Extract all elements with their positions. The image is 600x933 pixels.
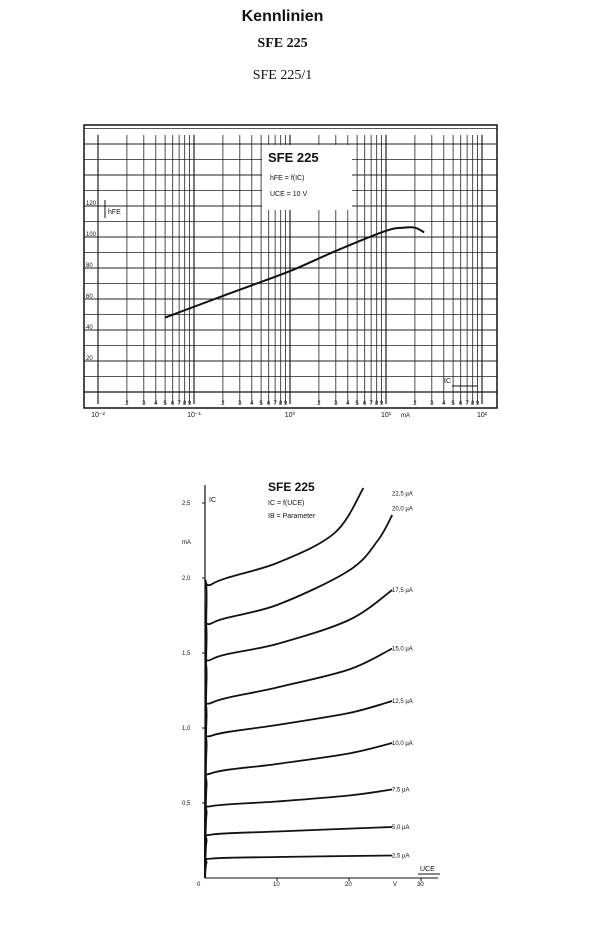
chart2-series-label: 15,0 µA (392, 647, 413, 653)
chart1-x-tick-label: 10⁻¹ (187, 412, 201, 419)
chart1-x-tick-label: 4 (442, 401, 446, 407)
chart1-y-tick-label: 80 (86, 263, 93, 269)
chart1-x-unit: mA (401, 413, 410, 419)
chart1-x-tick-label: 3 (430, 401, 434, 407)
chart1-x-tick-label: 4 (154, 401, 158, 407)
chart1-x-tick-label: 10⁻² (91, 412, 105, 419)
chart2-curve (204, 854, 393, 879)
chart1-x-tick-label: 8 (279, 401, 283, 407)
page-title: Kennlinien (241, 8, 324, 25)
chart2-x-tick-label: 20 (345, 882, 352, 888)
page-subtitle: SFE 225 (257, 36, 308, 51)
chart2-y-tick-label: 2,0 (182, 576, 191, 582)
chart1-x-tick-label: 3 (238, 401, 242, 407)
chart1-x-tick-label: 8 (375, 401, 379, 407)
chart2-y-unit: mA (182, 540, 191, 546)
chart1-x-tick-label: 6 (171, 401, 175, 407)
chart1-y-tick-label: 60 (86, 294, 93, 300)
chart2-x-tick-label: 30 (417, 882, 424, 888)
chart1-x-tick-label: 6 (459, 401, 463, 407)
chart2-curve (204, 700, 393, 879)
chart1-x-tick-label: 5 (259, 401, 263, 407)
chart2-y-tick-label: 2,5 (182, 501, 191, 507)
chart1-x-tick-label: 7 (465, 401, 469, 407)
chart1-x-tick-label: 5 (355, 401, 359, 407)
figure-label: SFE 225/1 (252, 68, 313, 83)
chart1-title: SFE 225 (268, 150, 319, 165)
chart2-curve (204, 589, 393, 879)
chart1-x-tick-label: 3 (142, 401, 146, 407)
chart2-curve (204, 487, 365, 879)
chart2-series-label: 12,5 µA (392, 699, 413, 705)
chart2-y-tick-label: 1,0 (182, 726, 191, 732)
chart2-curve (204, 826, 393, 879)
chart1-x-tick-label: 10² (477, 412, 488, 419)
chart2-series-label: 10,0 µA (392, 741, 413, 747)
chart2-annotation: IB = Parameter (268, 513, 316, 520)
chart1-x-tick-label: 7 (177, 401, 181, 407)
chart1-x-tick-label: 9 (476, 401, 480, 407)
chart2-x-unit: V (393, 882, 397, 888)
chart2-annotation: IC = f(UCE) (268, 500, 304, 507)
chart2-title: SFE 225 (268, 480, 315, 494)
chart1-x-tick-label: 4 (250, 401, 254, 407)
chart1-hfe-curve (164, 226, 425, 319)
chart2-series-label: 5,0 µA (392, 825, 409, 831)
chart1-y-label: hFE (108, 209, 121, 216)
chart1-x-tick-label: 5 (451, 401, 455, 407)
chart1-x-tick-label: 2 (221, 401, 225, 407)
chart1-legend-box (262, 145, 352, 210)
chart1-annotation: hFE = f(IC) (270, 175, 304, 182)
chart1-y-tick-label: 100 (86, 232, 97, 238)
chart1-frame (83, 124, 498, 409)
chart1-x-tick-label: 6 (363, 401, 367, 407)
chart2-x-tick-label: 10 (273, 882, 280, 888)
chart1-x-tick-label: 8 (471, 401, 475, 407)
chart1-x-tick-label: 6 (267, 401, 271, 407)
chart1-x-tick-label: 9 (284, 401, 288, 407)
chart2-series-label: 20,0 µA (392, 507, 413, 513)
chart2-curve (204, 647, 393, 879)
chart2-y-tick-label: 0,5 (182, 801, 191, 807)
chart1-x-tick-label: 2 (413, 401, 417, 407)
chart1-x-tick-label: 9 (380, 401, 384, 407)
chart1-x-tick-label: 7 (273, 401, 277, 407)
chart1-x-tick-label: 2 (317, 401, 321, 407)
chart2-series-label: 2,5 µA (392, 854, 409, 860)
chart1-x-tick-label: 2 (125, 401, 129, 407)
chart1-y-tick-label: 20 (86, 356, 93, 362)
chart2-series-label: 22,5 µA (392, 492, 413, 498)
chart1-x-tick-label: 10⁰ (285, 411, 296, 419)
chart1-x-tick-label: 7 (369, 401, 373, 407)
chart1-x-tick-label: 4 (346, 401, 350, 407)
chart1-y-tick-label: 120 (86, 201, 97, 207)
chart1-x-tick-label: 9 (188, 401, 192, 407)
chart2-series-label: 17,5 µA (392, 588, 413, 594)
chart1-x-tick-label: 8 (183, 401, 187, 407)
chart1-x-tick-label: 10¹ (381, 412, 392, 419)
chart1-y-tick-label: 40 (86, 325, 93, 331)
chart2-series-label: 7,5 µA (392, 788, 409, 794)
chart2-x-label: UCE (420, 866, 435, 873)
chart1-x-tick-label: 3 (334, 401, 338, 407)
chart2-y-tick-label: 1,5 (182, 651, 191, 657)
chart2-x-tick-label: 0 (197, 882, 201, 888)
chart1-x-label: IC (444, 378, 451, 385)
chart1-annotation: UCE = 10 V (270, 191, 307, 198)
chart1-x-tick-label: 5 (163, 401, 167, 407)
chart2-y-label: IC (209, 497, 216, 504)
